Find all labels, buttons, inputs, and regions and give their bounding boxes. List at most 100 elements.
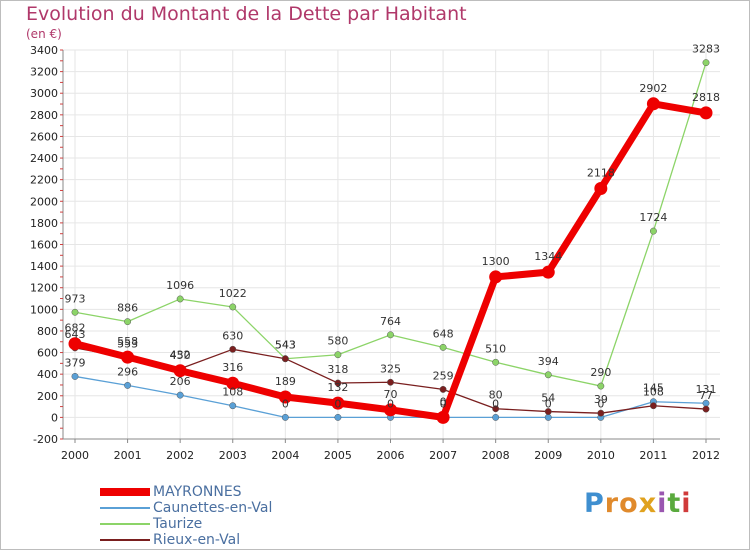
data-point (124, 381, 132, 389)
data-label: 54 (541, 392, 555, 405)
x-tick-label: 2000 (61, 449, 89, 462)
data-point (544, 371, 552, 379)
data-point (384, 403, 397, 417)
logo-letter: x (638, 488, 658, 519)
data-point (439, 385, 447, 393)
data-point (173, 364, 187, 378)
logo-letter: t (667, 488, 682, 519)
data-point (649, 227, 657, 235)
data-point (176, 391, 184, 399)
data-point (597, 382, 605, 390)
x-tick-label: 2005 (324, 449, 352, 462)
logo-letter: i (681, 488, 692, 519)
data-point (702, 405, 710, 413)
y-tick-label: 400 (37, 368, 58, 381)
legend-swatch (100, 488, 150, 496)
data-point (334, 351, 342, 359)
data-label: 325 (380, 362, 401, 375)
legend-label: MAYRONNES (153, 484, 242, 500)
data-point (387, 378, 394, 386)
y-tick-label: 2200 (30, 174, 58, 187)
legend-item: Taurize (100, 516, 360, 532)
data-label: 682 (65, 322, 86, 335)
data-labels: 379 296 206 108 0 0 0 0 0 0 0 145 131 973 886 1096 1022 5… (65, 43, 721, 411)
data-label: 108 (222, 386, 243, 399)
data-label: 3283 (692, 43, 720, 56)
data-point (597, 409, 605, 417)
y-tick-label: 3000 (30, 87, 58, 100)
data-label: 2902 (639, 82, 667, 95)
data-label: 0 (492, 397, 499, 410)
data-label: 2118 (587, 167, 615, 180)
y-tick-label: 3400 (30, 44, 58, 57)
data-label: 558 (117, 335, 138, 348)
data-point (278, 390, 292, 404)
legend-swatch (100, 539, 150, 541)
data-point (541, 265, 555, 279)
y-tick-label: 2800 (30, 109, 58, 122)
data-point (544, 413, 552, 421)
series (68, 59, 713, 424)
data-label: 132 (327, 381, 348, 394)
data-point (492, 413, 500, 421)
data-label: 316 (222, 361, 243, 374)
x-tick-label: 2010 (587, 449, 615, 462)
data-label: 1022 (219, 287, 247, 300)
y-tick-label: 3200 (30, 66, 58, 79)
data-label: 0 (545, 397, 552, 410)
data-point (439, 343, 447, 351)
data-point (71, 372, 79, 380)
data-point (492, 405, 500, 413)
data-label: 0 (334, 397, 341, 410)
y-tick-label: 800 (37, 325, 58, 338)
y-tick-label: 1400 (30, 260, 58, 273)
data-label: 543 (275, 339, 296, 352)
data-point (492, 358, 500, 366)
data-label: 580 (327, 335, 348, 348)
logo-letter: P (584, 488, 605, 519)
data-label: 145 (643, 382, 664, 395)
data-point (229, 303, 237, 311)
chart-title: Evolution du Montant de la Dette par Hab… (26, 3, 467, 25)
legend-item: Rieux-en-Val (100, 532, 360, 548)
data-label: 259 (433, 369, 454, 382)
legend-item: Caunettes-en-Val (100, 500, 360, 516)
data-point (226, 376, 240, 390)
data-point (544, 408, 552, 416)
data-label: 543 (275, 339, 296, 352)
data-label: 648 (433, 327, 454, 340)
y-tick-label: 1000 (30, 303, 58, 316)
data-point (281, 355, 289, 363)
data-point (646, 97, 660, 111)
data-point (649, 402, 657, 410)
data-label: 2818 (692, 91, 720, 104)
y-tick-label: 200 (37, 390, 58, 403)
data-label: 510 (485, 342, 506, 355)
data-label: 318 (327, 363, 348, 376)
x-tick-label: 2008 (482, 449, 510, 462)
x-tick-label: 2001 (114, 449, 142, 462)
data-point (594, 182, 608, 196)
data-point (331, 396, 345, 410)
data-label: 0 (440, 397, 447, 410)
data-label: 108 (643, 386, 664, 399)
data-label: 0 (282, 397, 289, 410)
data-label: 80 (489, 389, 503, 402)
data-label: 450 (170, 349, 191, 362)
unit-label: (en €) (26, 27, 62, 41)
data-point (176, 295, 184, 303)
data-label: 1724 (639, 211, 667, 224)
x-tick-label: 2009 (534, 449, 562, 462)
legend-label: Rieux-en-Val (153, 532, 241, 548)
x-tick-label: 2012 (692, 449, 720, 462)
data-label: 553 (117, 338, 138, 351)
legend-label: Caunettes-en-Val (153, 500, 273, 516)
data-point (229, 402, 237, 410)
logo-letter: r (604, 488, 620, 519)
data-label: 630 (222, 329, 243, 342)
data-label: 189 (275, 375, 296, 388)
data-label: 0 (440, 395, 447, 408)
data-point (699, 106, 713, 120)
logo-letter: i (657, 488, 668, 519)
data-label: 973 (65, 292, 86, 305)
